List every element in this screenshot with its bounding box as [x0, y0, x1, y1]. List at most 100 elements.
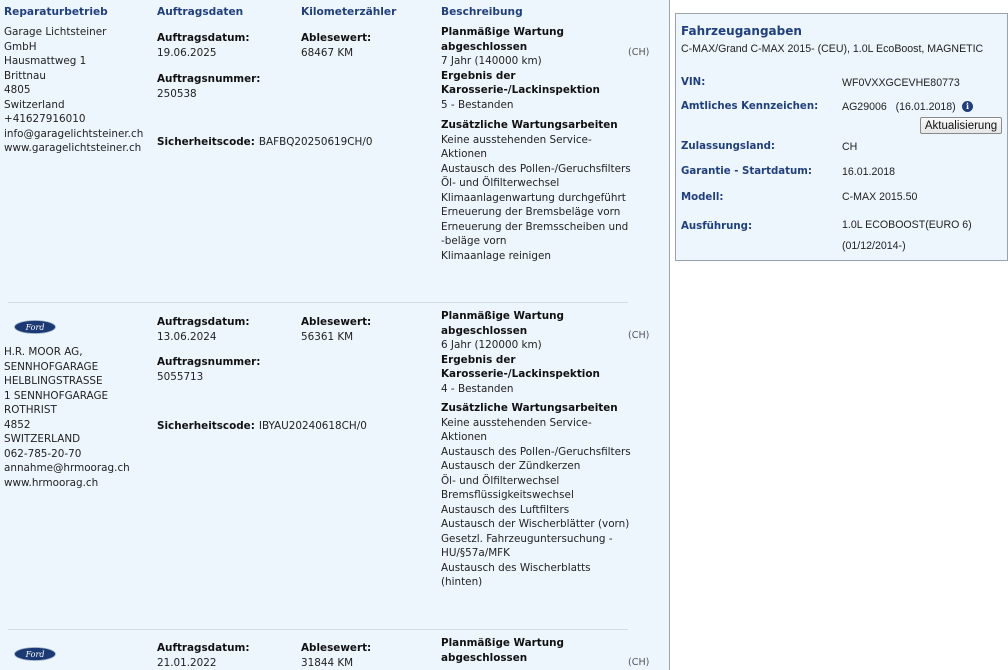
- odometer-label: Ablesewert:: [301, 642, 372, 654]
- column-header-repair-shop: Reparaturbetrieb: [4, 6, 108, 18]
- description-line: Karosserie-/Lackinspektion: [441, 84, 600, 96]
- security-code-label: Sicherheitscode:: [157, 420, 255, 432]
- address-line: www.garagelichtsteiner.ch: [4, 142, 142, 154]
- address-line: Garage Lichtsteiner: [4, 26, 107, 38]
- description-line: 6 Jahr (120000 km): [441, 339, 542, 351]
- additional-work-title: Zusätzliche Wartungsarbeiten: [441, 119, 618, 131]
- address-line: 4805: [4, 84, 31, 96]
- panel-title: Fahrzeugangaben: [681, 24, 802, 38]
- odometer-label: Ablesewert:: [301, 316, 372, 328]
- order-date-label: Auftragsdatum:: [157, 316, 250, 328]
- row-divider: [8, 302, 628, 303]
- description-line: Planmäßige Wartung: [441, 637, 564, 649]
- order-date-value: 21.01.2022: [157, 656, 217, 669]
- address-line: GmbH: [4, 40, 37, 53]
- additional-work-item: Öl- und Ölfilterwechsel: [441, 474, 560, 487]
- svg-text:Ford: Ford: [25, 323, 45, 332]
- description-line: Karosserie-/Lackinspektion: [441, 368, 600, 380]
- column-header-order-data: Auftragsdaten: [157, 6, 244, 18]
- security-code-value: BAFBQ20250619CH/0: [258, 136, 373, 148]
- service-record: Garage Lichtsteiner GmbH Hausmattweg 1 Brit…: [0, 25, 669, 305]
- service-record: Ford Auftragsdatum: 21.01.2022 Ablesewert: 3…: [0, 636, 669, 670]
- address-line: 4852: [4, 418, 31, 431]
- service-record: Ford H.R. MOOR AG, SENNHOFGARAGE HELBLINGST…: [0, 309, 669, 619]
- country-code: (CH): [628, 47, 650, 58]
- address-line: Brittnau: [4, 69, 46, 82]
- odometer-value: 68467 KM: [301, 46, 354, 59]
- column-header-description: Beschreibung: [441, 6, 523, 18]
- vehicle-details-panel: Fahrzeugangaben C-MAX/Grand C-MAX 2015- …: [675, 13, 1008, 261]
- additional-work-item: (hinten): [441, 576, 483, 588]
- additional-work-item: Austausch der Zündkerzen: [441, 460, 581, 472]
- address-line: www.hrmoorag.ch: [4, 476, 99, 489]
- address-line: annahme@hrmoorag.ch: [4, 462, 130, 474]
- address-line: 1 SENNHOFGARAGE: [4, 389, 109, 402]
- address-line: HELBLINGSTRASSE: [4, 375, 103, 387]
- odometer-value: 56361 KM: [301, 330, 354, 343]
- svg-text:Ford: Ford: [25, 650, 45, 659]
- additional-work-item: Erneuerung der Bremsscheiben und: [441, 220, 629, 233]
- vin-label: VIN:: [681, 77, 706, 88]
- address-line: info@garagelichtsteiner.ch: [4, 127, 144, 140]
- address-line: SWITZERLAND: [4, 433, 81, 445]
- additional-work-item: Austausch des Wischerblatts: [441, 561, 591, 574]
- address-line: 062-785-20-70: [4, 447, 82, 460]
- additional-work-item: Klimaanlagenwartung durchgeführt: [441, 191, 626, 204]
- row-divider: [8, 629, 628, 630]
- version-value: 1.0L ECOBOOST(EURO 6): [842, 219, 972, 231]
- security-code: Sicherheitscode: BAFBQ20250619CH/0: [157, 135, 372, 150]
- order-number-value: 250538: [157, 87, 197, 100]
- additional-work-item: Aktionen: [441, 431, 488, 443]
- country-code: (CH): [628, 657, 650, 668]
- additional-work-item: Gesetzl. Fahrzeuguntersuchung -: [441, 532, 613, 545]
- model-label: Modell:: [681, 192, 724, 203]
- update-button[interactable]: Aktualisierung: [920, 117, 1002, 134]
- order-date-value: 13.06.2024: [157, 330, 217, 343]
- column-header-odometer: Kilometerzähler: [301, 6, 397, 18]
- plate-label: Amtliches Kennzeichen:: [681, 101, 819, 112]
- additional-work-item: Aktionen: [441, 148, 488, 160]
- address-line: Hausmattweg 1: [4, 55, 87, 67]
- security-code-label: Sicherheitscode:: [157, 136, 255, 148]
- additional-work-item: HU/§57a/MFK: [441, 547, 510, 559]
- description-line: abgeschlossen: [441, 651, 528, 664]
- address-line: Switzerland: [4, 98, 65, 111]
- additional-work-item: Austausch der Wischerblätter (vorn): [441, 518, 630, 530]
- additional-work-item: Erneuerung der Bremsbeläge vorn: [441, 206, 621, 218]
- description-line: 5 - Bestanden: [441, 98, 514, 111]
- additional-work-item: Bremsflüssigkeitswechsel: [441, 489, 574, 501]
- description-line: Planmäßige Wartung: [441, 26, 564, 38]
- order-date-label: Auftragsdatum:: [157, 642, 250, 654]
- additional-work-item: Austausch des Pollen-/Geruchsfilters: [441, 445, 631, 458]
- ford-logo: Ford: [14, 647, 56, 661]
- additional-work-item: Klimaanlage reinigen: [441, 249, 551, 262]
- registration-country-value: CH: [842, 141, 858, 153]
- country-code: (CH): [628, 330, 650, 341]
- description-line: abgeschlossen: [441, 40, 528, 53]
- info-circle-icon[interactable]: i: [962, 101, 973, 112]
- additional-work-item: Austausch des Pollen-/Geruchsfilters: [441, 162, 631, 175]
- order-number-label: Auftragsnummer:: [157, 356, 261, 368]
- order-date-value: 19.06.2025: [157, 46, 217, 59]
- description-line: 4 - Bestanden: [441, 382, 514, 395]
- warranty-start-label: Garantie - Startdatum:: [681, 166, 812, 177]
- vin-value: WF0VXXGCEVHE80773: [842, 77, 960, 89]
- additional-work-item: Austausch des Luftfilters: [441, 503, 570, 516]
- plate-value: AG29006 (16.01.2018): [842, 101, 956, 113]
- security-code-value: IBYAU20240618CH/0: [258, 420, 367, 432]
- registration-country-label: Zulassungsland:: [681, 141, 775, 152]
- vehicle-description: C-MAX/Grand C-MAX 2015- (CEU), 1.0L EcoB…: [681, 43, 984, 55]
- service-history-list: Reparaturbetrieb Auftragsdaten Kilometer…: [0, 0, 670, 670]
- ford-logo: Ford: [14, 320, 56, 334]
- additional-work-item: Öl- und Ölfilterwechsel: [441, 177, 560, 189]
- order-date-label: Auftragsdatum:: [157, 32, 250, 44]
- additional-work-item: -beläge vorn: [441, 235, 507, 247]
- security-code: Sicherheitscode: IBYAU20240618CH/0: [157, 419, 367, 434]
- model-value: C-MAX 2015.50: [842, 191, 918, 203]
- description-line: Ergebnis der: [441, 69, 516, 82]
- description-line: abgeschlossen: [441, 324, 528, 337]
- warranty-start-value: 16.01.2018: [842, 166, 896, 178]
- address-line: SENNHOFGARAGE: [4, 360, 99, 373]
- description-line: Planmäßige Wartung: [441, 310, 564, 322]
- additional-work-item: Keine ausstehenden Service-: [441, 133, 592, 146]
